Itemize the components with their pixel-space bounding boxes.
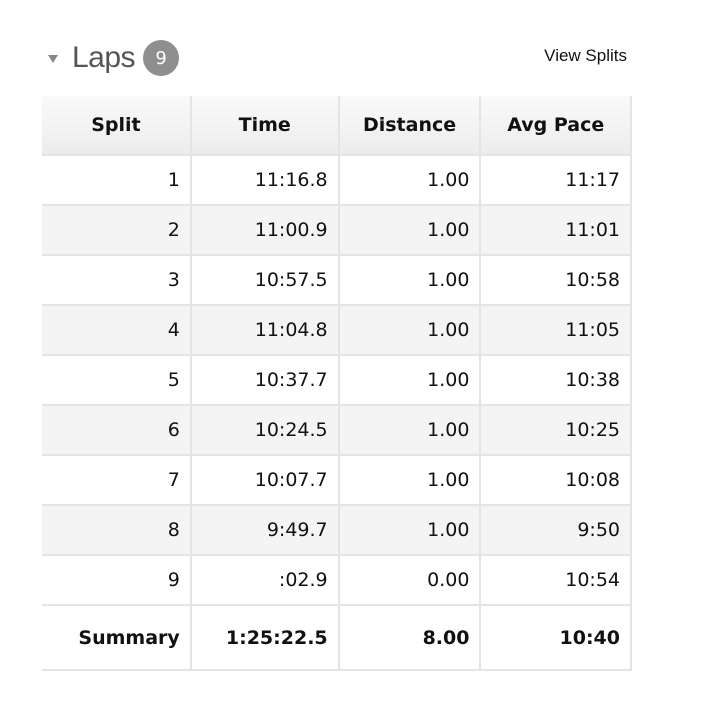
column-header[interactable]: Time xyxy=(189,96,340,156)
column-header[interactable]: Distance xyxy=(337,96,482,156)
table-cell: 10:07.7 xyxy=(189,455,340,506)
table-row: 4 11:04.8 1.00 11:05 xyxy=(42,305,632,356)
table-cell: 7 xyxy=(42,455,192,506)
table-cell: 10:57.5 xyxy=(189,255,340,306)
table-header-row: Split Time Distance Avg Pace xyxy=(42,96,632,156)
table-cell: 3 xyxy=(42,255,192,306)
table-cell: 9 xyxy=(42,555,192,606)
table-row: 9:02.9 0.00 10:54 xyxy=(42,555,632,606)
table-row: 6 10:24.5 1.00 10:25 xyxy=(42,405,632,456)
table-cell: 10:24.5 xyxy=(189,405,340,456)
table-row: 7 10:07.7 1.00 10:08 xyxy=(42,455,632,506)
table-cell: 1.00 xyxy=(337,255,482,306)
table-cell: 10:58 xyxy=(479,255,632,306)
table-cell: 9:49.7 xyxy=(189,505,340,556)
table-cell: 4 xyxy=(42,305,192,356)
table-cell: 0.00 xyxy=(337,555,482,606)
table-cell: 2 xyxy=(42,205,192,256)
table-cell: 11:00.9 xyxy=(189,205,340,256)
table-row: 2 11:00.9 1.00 11:01 xyxy=(42,205,632,256)
summary-cell: Summary xyxy=(42,605,192,671)
collapse-triangle-icon[interactable] xyxy=(48,55,58,63)
table-row: 1 11:16.8 1.00 11:17 xyxy=(42,155,632,206)
summary-row: Summary 1:25:22.5 8.00 10:40 xyxy=(42,605,632,671)
table-row: 3 10:57.5 1.00 10:58 xyxy=(42,255,632,306)
table-cell: 11:05 xyxy=(479,305,632,356)
summary-cell: 1:25:22.5 xyxy=(189,605,340,671)
table-cell: 10:38 xyxy=(479,355,632,406)
table-cell: 1.00 xyxy=(337,205,482,256)
table-cell: 11:16.8 xyxy=(189,155,340,206)
table-cell: 5 xyxy=(42,355,192,406)
table-cell: 6 xyxy=(42,405,192,456)
table-cell: 1.00 xyxy=(337,505,482,556)
table-row: 8 9:49.7 1.00 9:50 xyxy=(42,505,632,556)
summary-cell: 8.00 xyxy=(337,605,482,671)
table-cell: 10:25 xyxy=(479,405,632,456)
table-row: 5 10:37.7 1.00 10:38 xyxy=(42,355,632,406)
table-cell: :02.9 xyxy=(189,555,340,606)
laps-header[interactable]: Laps 9 xyxy=(48,38,180,78)
table-cell: 1.00 xyxy=(337,355,482,406)
table-cell: 1.00 xyxy=(337,155,482,206)
table-cell: 1.00 xyxy=(337,405,482,456)
table-cell: 11:01 xyxy=(479,205,632,256)
column-header[interactable]: Avg Pace xyxy=(479,96,632,156)
table-cell: 1.00 xyxy=(337,305,482,356)
view-splits-link[interactable]: View Splits xyxy=(544,46,627,65)
table-cell: 8 xyxy=(42,505,192,556)
table-cell: 1.00 xyxy=(337,455,482,506)
lap-count-badge: 9 xyxy=(143,40,180,76)
laps-table: Split Time Distance Avg Pace 1 11:16.8 1.00 11… xyxy=(42,96,632,671)
table-cell: 10:08 xyxy=(479,455,632,506)
table-cell: 1 xyxy=(42,155,192,206)
table-cell: 10:54 xyxy=(479,555,632,606)
summary-cell: 10:40 xyxy=(479,605,632,671)
section-title: Laps xyxy=(72,41,136,74)
table-cell: 9:50 xyxy=(479,505,632,556)
table-cell: 11:17 xyxy=(479,155,632,206)
table-cell: 11:04.8 xyxy=(189,305,340,356)
column-header[interactable]: Split xyxy=(42,96,192,156)
table-cell: 10:37.7 xyxy=(189,355,340,406)
